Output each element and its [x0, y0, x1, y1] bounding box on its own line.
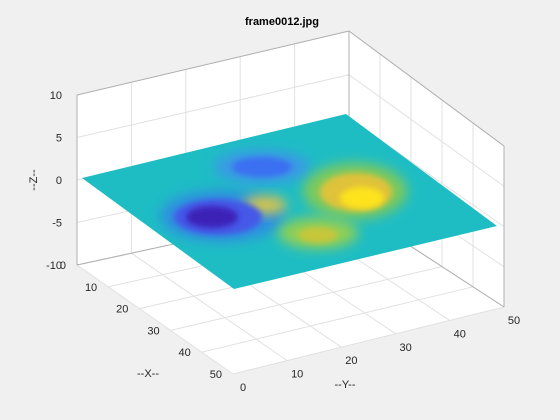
floor-grid-y: [131, 252, 288, 362]
floor-grid-x: [232, 306, 505, 375]
x-tick-label: 50: [210, 369, 222, 381]
z-tick-label: 5: [56, 133, 62, 145]
small-peak-core: [298, 227, 338, 243]
x-tick-label: 30: [147, 325, 159, 337]
peak-core: [340, 187, 384, 209]
figure-title: frame0012.jpg: [245, 16, 319, 28]
wall-grid-z: [348, 74, 505, 187]
y-tick-label: 50: [508, 315, 520, 327]
y-tick-label: 30: [399, 342, 411, 354]
x-tick-label: 20: [116, 304, 128, 316]
y-tick-label: 0: [240, 382, 246, 394]
wall-grid-z: [76, 74, 350, 138]
z-tick-label: 10: [50, 90, 62, 102]
x-tick-label: 10: [85, 282, 97, 294]
trough-core: [186, 206, 238, 228]
z-axis-label: --Z--: [28, 169, 40, 191]
x-axis-label: --X--: [137, 368, 159, 380]
y-tick-label: 40: [454, 328, 466, 340]
y-axis-label: --Y--: [335, 379, 356, 391]
floor-grid-x: [170, 266, 443, 331]
z-tick-label: 0: [56, 175, 62, 187]
floor-grid-y: [76, 264, 234, 375]
trough-blue-upper: [232, 157, 292, 177]
z-tick-label: -10: [46, 260, 62, 272]
z-tick-label: -5: [52, 218, 62, 230]
y-tick-label: 20: [345, 355, 357, 367]
x-tick-label: 40: [179, 347, 191, 359]
floor-grid-x: [201, 286, 474, 353]
x-tick-label: 0: [60, 260, 66, 272]
y-tick-label: 10: [291, 369, 303, 381]
surface[interactable]: [82, 114, 497, 289]
back-wall-right: [349, 31, 504, 307]
surface-base: [82, 114, 497, 289]
